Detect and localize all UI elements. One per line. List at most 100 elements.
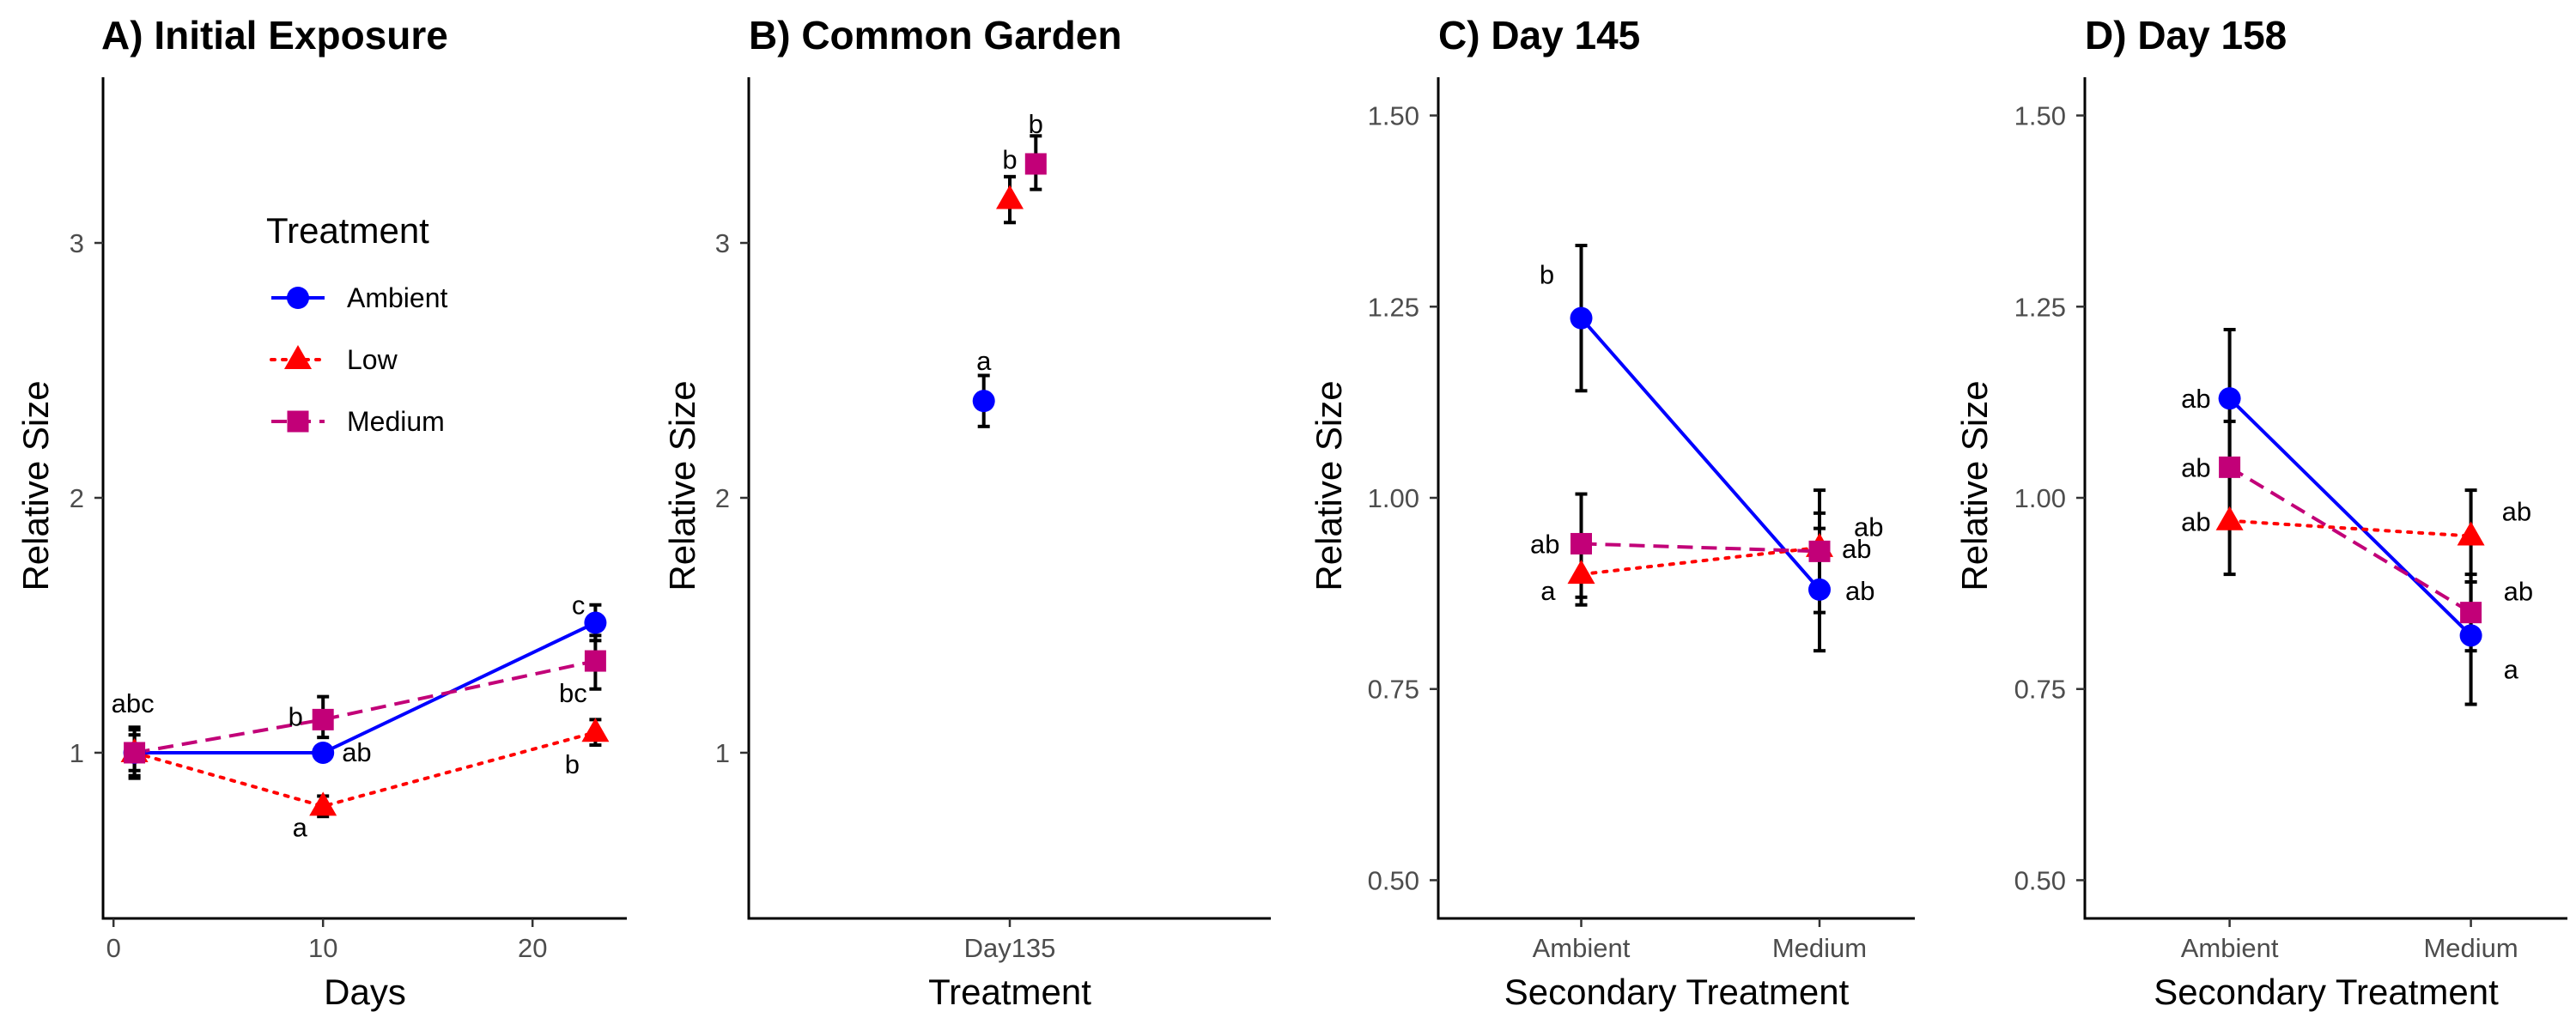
panel-c-ambient-point [1570, 306, 1593, 330]
panel-b: B) Common Garden 1 2 3 Day135 Treatment Relati… [662, 13, 1271, 1012]
legend-label: Ambient [347, 282, 448, 313]
panel-c-title: C) Day 145 [1438, 13, 1640, 58]
panel-b-x-axis-title: Treatment [928, 972, 1091, 1012]
panel-d-ambient-point [2459, 624, 2482, 647]
panel-c-low-sig-label: a [1540, 576, 1556, 606]
panel-c-x-tick-label: Medium [1772, 933, 1867, 963]
panel-d-y-tick-label: 0.50 [2014, 865, 2066, 895]
panel-d-ambient-line [2228, 397, 2473, 637]
panel-b-y-tick-label: 2 [715, 483, 730, 513]
panel-a-ambient-sig-label: ab [342, 737, 371, 767]
legend-title: Treatment [266, 210, 429, 251]
panel-c-medium-sig-label: ab [1854, 512, 1883, 542]
panel-a-low-sig-label: a [293, 812, 308, 842]
panel-b-y-tick-label: 1 [715, 738, 730, 768]
panel-a-ambient-sig-label: abc [112, 688, 155, 718]
panel-c-medium-line [1581, 542, 1820, 554]
panel-b-ambient-sig-label: a [976, 346, 992, 376]
panel-b-y-tick-label: 3 [715, 228, 730, 258]
panel-a-low-point [309, 791, 337, 816]
panel-c: C) Day 145 0.50 0.75 1.00 1.25 1.50 Ambient Med… [1309, 13, 1915, 1012]
panel-d-medium-point [2460, 602, 2482, 624]
legend-item-ambient: Ambient [271, 282, 448, 313]
legend-item-medium: Medium [271, 406, 445, 437]
panel-c-medium-point [1571, 532, 1592, 554]
panel-d-x-axis-title: Secondary Treatment [2154, 972, 2499, 1012]
panel-d-y-tick-label: 1.00 [2014, 483, 2066, 513]
panel-d-ambient-sig-label: ab [2181, 384, 2210, 414]
panel-c-low-point [1567, 560, 1595, 585]
panel-d-medium-sig-label: ab [2181, 452, 2210, 482]
panel-c-y-tick-label: 0.50 [1368, 865, 1419, 895]
panel-a-x-axis-title: Days [324, 972, 406, 1012]
panel-a-low-sig-label: b [565, 749, 580, 779]
panel-b-low-point [996, 185, 1024, 209]
panel-d: D) Day 158 0.50 0.75 1.00 1.25 1.50 Ambient Med… [1954, 13, 2567, 1012]
panel-d-low-point [2215, 506, 2244, 530]
panel-d-y-tick-label: 0.75 [2014, 675, 2066, 705]
panel-c-y-tick-label: 1.25 [1368, 292, 1419, 322]
panel-c-ambient-sig-label: ab [1845, 576, 1874, 606]
panel-b-medium-sig-label: b [1029, 109, 1043, 139]
legend-marker [287, 287, 309, 309]
legend-label: Low [347, 344, 398, 375]
panel-d-medium-point [2219, 456, 2241, 478]
panel-b-x-tick-label: Day135 [964, 933, 1056, 963]
panel-d-medium-sig-label: ab [2504, 577, 2533, 607]
panel-a-ambient-point [584, 611, 607, 634]
panel-d-x-tick-label: Medium [2423, 933, 2518, 963]
panel-a-x-tick-label: 0 [106, 933, 121, 963]
panel-d-y-tick-label: 1.50 [2014, 101, 2066, 131]
panel-d-ambient-point [2218, 387, 2241, 410]
panel-c-y-tick-label: 1.50 [1368, 101, 1419, 131]
panel-a-ambient-sig-label: c [572, 591, 586, 621]
panel-c-ambient-line [1579, 317, 1821, 591]
panel-a-x-tick-label: 20 [518, 933, 547, 963]
panel-d-low-sig-label: ab [2181, 507, 2210, 537]
panel-c-low-sig-label: ab [1842, 534, 1871, 564]
panel-d-ambient-sig-label: a [2504, 654, 2519, 684]
panel-c-medium-point [1808, 540, 1831, 562]
panel-a-y-tick-label: 1 [70, 738, 84, 768]
panel-c-x-tick-label: Ambient [1533, 933, 1631, 963]
legend-marker [284, 345, 312, 369]
panel-a-title: A) Initial Exposure [101, 13, 448, 58]
panel-a-y-tick-label: 3 [70, 228, 84, 258]
panel-c-y-tick-label: 0.75 [1368, 675, 1419, 705]
legend-item-low: Low [270, 344, 398, 375]
panel-d-x-tick-label: Ambient [2181, 933, 2279, 963]
panel-d-low-point [2457, 521, 2485, 546]
legend-marker [287, 410, 309, 433]
panel-a-medium-point [584, 650, 606, 672]
panel-d-y-axis-title: Relative Size [1954, 380, 1995, 591]
panel-a-x-tick-label: 10 [308, 933, 337, 963]
panel-d-y-tick-label: 1.25 [2014, 292, 2066, 322]
panel-b-medium-point [1024, 153, 1047, 175]
panel-a: A) Initial Exposure 1 2 3 0 10 20 Days Relative … [15, 13, 627, 1012]
panel-b-y-axis-title: Relative Size [662, 380, 702, 591]
panel-d-low-line [2227, 518, 2473, 538]
legend: Treatment Ambient Low Medium [266, 210, 448, 437]
panel-a-medium-point [124, 742, 146, 764]
panel-b-ambient-point [972, 390, 995, 413]
panel-b-low-sig-label: b [1002, 145, 1017, 175]
panel-c-medium-sig-label: ab [1530, 529, 1559, 559]
panel-a-medium-sig-label: b [289, 701, 303, 731]
panel-d-title: D) Day 158 [2085, 13, 2287, 58]
legend-label: Medium [347, 406, 445, 437]
panel-c-ambient-point [1808, 578, 1831, 601]
panel-a-medium-point [312, 708, 334, 730]
panel-c-ambient-sig-label: b [1540, 260, 1554, 290]
panel-a-low-point [581, 718, 610, 742]
panel-a-medium-sig-label: bc [559, 678, 587, 708]
panel-c-x-axis-title: Secondary Treatment [1504, 972, 1850, 1012]
panel-a-y-tick-label: 2 [70, 483, 84, 513]
panel-c-y-tick-label: 1.00 [1368, 483, 1419, 513]
panel-a-low-line [132, 730, 598, 809]
panel-d-low-sig-label: ab [2502, 497, 2531, 527]
panel-b-title: B) Common Garden [749, 13, 1121, 58]
panel-c-y-axis-title: Relative Size [1309, 380, 1349, 591]
panel-a-y-axis-title: Relative Size [15, 380, 56, 591]
